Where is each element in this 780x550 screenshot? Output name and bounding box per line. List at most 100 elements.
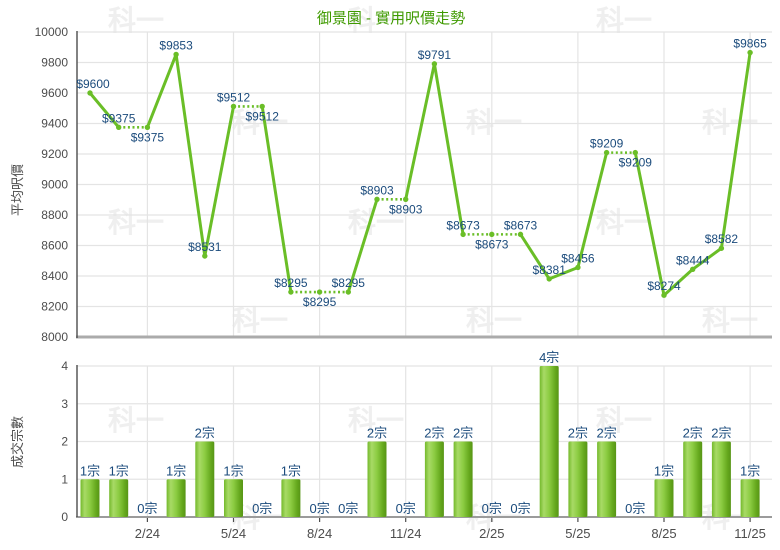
price-y-tick-label: 9200 xyxy=(41,147,68,161)
volume-bar-label: 1宗 xyxy=(80,463,100,478)
volume-bar xyxy=(195,441,215,517)
volume-bar xyxy=(568,441,588,517)
price-y-tick-label: 9800 xyxy=(41,56,68,70)
x-tick-label: 11/25 xyxy=(734,526,766,541)
volume-bar-chart: 0 1 2 3 4 1宗 1宗 0宗 1宗 2宗 1宗 0宗 1宗 0宗 0宗 2宗 0宗 2宗 2宗 0宗 0宗 4宗 2… xyxy=(61,350,772,541)
price-point-label: $8673 xyxy=(446,218,480,232)
volume-bar-label: 2宗 xyxy=(596,426,616,441)
price-point xyxy=(345,289,351,295)
volume-bar-label: 0宗 xyxy=(396,501,416,516)
price-y-tick-label: 9600 xyxy=(41,86,68,100)
price-point-label: $8903 xyxy=(389,202,423,216)
price-point xyxy=(431,61,438,67)
price-point-label: $9375 xyxy=(131,130,165,144)
x-tick-label: 2/24 xyxy=(135,526,160,541)
volume-bar xyxy=(281,479,301,517)
price-line-chart: 8000 8200 8400 8600 8800 9000 9200 9400 9600 9800… xyxy=(35,25,772,344)
x-tick-label: 8/25 xyxy=(651,526,676,541)
volume-bar-label: 2宗 xyxy=(367,426,387,441)
price-point xyxy=(403,196,409,202)
volume-bar-label: 0宗 xyxy=(309,501,329,516)
price-point-label: $8274 xyxy=(647,279,681,293)
price-line-segment xyxy=(691,246,723,271)
price-line-segment xyxy=(260,104,293,294)
price-y-tick-label: 9400 xyxy=(41,117,68,131)
x-tick-label: 8/24 xyxy=(307,526,332,541)
volume-bar-label: 2宗 xyxy=(424,426,444,441)
price-point-label: $8456 xyxy=(561,251,595,265)
watermark-text: 科一 xyxy=(702,107,758,138)
price-point-label: $8295 xyxy=(332,276,366,290)
price-y-tick-label: 8600 xyxy=(41,239,68,253)
price-point xyxy=(546,276,552,282)
watermark-text: 科一 xyxy=(596,405,652,436)
volume-y-tick-label: 4 xyxy=(61,359,68,373)
volume-bar xyxy=(367,441,387,517)
price-y-tick-label: 8800 xyxy=(41,208,68,222)
price-point-label: $9853 xyxy=(159,38,193,52)
price-point xyxy=(288,289,294,295)
price-point-label: $8673 xyxy=(504,218,538,232)
volume-bar xyxy=(166,479,186,517)
volume-bar-label: 0宗 xyxy=(338,501,358,516)
watermark-text: 科一 xyxy=(348,405,404,436)
price-point-label: $9512 xyxy=(246,109,280,123)
price-point-label: $9600 xyxy=(76,77,110,91)
price-y-tick-label: 8400 xyxy=(41,269,68,283)
price-point xyxy=(489,231,495,238)
volume-bar-label: 4宗 xyxy=(539,350,559,365)
price-point-label: $9209 xyxy=(590,137,624,151)
price-line-segment xyxy=(203,104,235,258)
price-point xyxy=(718,245,725,251)
price-point xyxy=(747,49,753,56)
price-y-tick-label: 10000 xyxy=(35,25,69,39)
price-line-segment xyxy=(88,91,121,129)
volume-bar-label: 1宗 xyxy=(166,463,186,478)
price-point xyxy=(144,124,151,131)
price-point-label: $8531 xyxy=(188,240,222,254)
volume-bar-label: 1宗 xyxy=(740,463,760,478)
volume-bar-label: 1宗 xyxy=(654,463,674,478)
watermark-text: 科一 xyxy=(596,5,652,36)
watermark-text: 科一 xyxy=(108,405,164,436)
price-point-label: $9512 xyxy=(217,90,251,104)
price-point-label: $8381 xyxy=(533,263,567,277)
watermark-layer: 科一科一科一科一科一科一科一科一科一科一科一科一科一科一科一科一科一科一 xyxy=(108,5,758,533)
x-tick-label: 5/25 xyxy=(565,526,590,541)
volume-bar xyxy=(224,479,243,517)
price-point xyxy=(517,231,524,238)
volume-bar-label: 2宗 xyxy=(453,426,473,441)
price-point-label: $8295 xyxy=(303,295,337,309)
volume-bar-label: 1宗 xyxy=(281,463,301,478)
price-point-label: $9209 xyxy=(619,156,653,170)
volume-bar-label: 2宗 xyxy=(568,426,588,441)
watermark-text: 科一 xyxy=(348,5,404,36)
watermark-text: 科一 xyxy=(596,207,652,238)
volume-y-tick-label: 2 xyxy=(61,435,68,449)
price-line-segment xyxy=(145,52,178,129)
price-line-segment xyxy=(719,51,752,250)
price-point xyxy=(575,264,581,271)
price-point-label: $9791 xyxy=(418,48,452,62)
price-axis-title: 平均呎價 xyxy=(10,164,25,216)
price-line-segment xyxy=(432,62,465,236)
watermark-text: 科一 xyxy=(108,207,164,238)
price-point-label: $8295 xyxy=(274,276,308,290)
price-point-label: $8582 xyxy=(705,232,739,246)
volume-y-tick-label: 1 xyxy=(61,472,68,486)
price-point xyxy=(690,266,696,272)
price-point xyxy=(116,124,122,131)
volume-bar-label: 0宗 xyxy=(625,501,645,516)
price-point-label: $9865 xyxy=(733,37,767,51)
volume-bar-label: 0宗 xyxy=(482,501,502,516)
price-line-segment xyxy=(547,265,580,281)
volume-bar xyxy=(424,441,444,517)
price-point xyxy=(202,253,208,259)
volume-bar-label: 2宗 xyxy=(683,426,703,441)
x-tick-label: 11/24 xyxy=(390,526,422,541)
price-point xyxy=(87,90,93,96)
volume-bar xyxy=(740,479,760,517)
watermark-text: 科一 xyxy=(466,305,522,336)
volume-bar xyxy=(109,479,129,517)
